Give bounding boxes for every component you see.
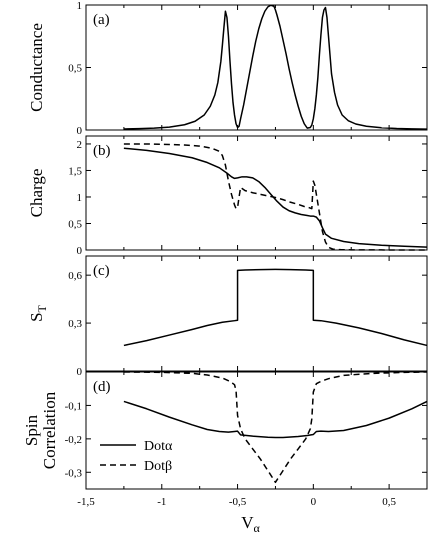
panel-1-frame xyxy=(85,4,428,131)
panel-2: 0 0,5 1 1,5 2 (b) Charge xyxy=(27,135,428,257)
y-tick-label: 1 xyxy=(77,192,83,204)
y-tick-label: -0,3 xyxy=(65,467,83,479)
y-axis-label: ST xyxy=(27,304,49,321)
panel-4: -0,3 -0,2 -0,1 (d) Spin Correlation -1,5 -1 -0,5… xyxy=(22,371,428,535)
series-line-main xyxy=(123,4,428,130)
legend-label: Dotβ xyxy=(144,459,172,474)
y-tick-label: 0 xyxy=(77,125,83,137)
panel-label: (b) xyxy=(93,143,111,159)
x-tick-label: 0,5 xyxy=(382,496,396,508)
series-line-main xyxy=(123,268,428,347)
y-tick-label: 1,5 xyxy=(68,165,82,177)
panel-4-frame xyxy=(85,371,428,490)
y-tick-label: 0,6 xyxy=(68,270,82,282)
y-axis-label: Charge xyxy=(27,169,46,218)
series-line-dot-beta xyxy=(123,143,428,251)
legend: Dotα Dotβ xyxy=(100,439,173,474)
y-axis-label: Conductance xyxy=(27,23,46,112)
y-axis-label-line2: Correlation xyxy=(40,391,59,469)
y-tick-label: 2 xyxy=(77,139,83,151)
y-tick-label: 0,5 xyxy=(68,218,82,230)
y-tick-label: -0,1 xyxy=(65,400,82,412)
y-tick-label: 0,3 xyxy=(68,318,82,330)
x-tick-label: -1 xyxy=(157,496,166,508)
panel-2-frame xyxy=(85,135,428,251)
x-axis-label: Vα xyxy=(241,513,260,535)
panel-1: 0 0,5 1 (a) Conductance xyxy=(27,0,428,137)
y-tick-label: 0,5 xyxy=(68,63,82,75)
panel-3-frame xyxy=(85,255,428,372)
series-line-dot-beta xyxy=(123,371,428,484)
x-tick-label: -0,5 xyxy=(229,496,247,508)
x-tick-label: -1,5 xyxy=(77,496,95,508)
y-axis-label: Spin xyxy=(22,414,41,446)
x-tick-label: 0 xyxy=(311,496,317,508)
y-tick-label: 0 xyxy=(77,366,83,378)
legend-label: Dotα xyxy=(144,439,173,454)
y-tick-label: -0,2 xyxy=(65,434,82,446)
panel-label: (c) xyxy=(93,263,110,279)
series-line-dot-alpha xyxy=(123,400,428,439)
panel-label: (a) xyxy=(93,12,110,28)
y-tick-label: 0 xyxy=(77,245,83,257)
panel-label: (d) xyxy=(93,379,111,395)
series-line-dot-alpha xyxy=(123,147,428,248)
panel-3: 0 0,3 0,6 (c) ST xyxy=(27,255,428,378)
y-tick-label: 1 xyxy=(77,0,83,12)
